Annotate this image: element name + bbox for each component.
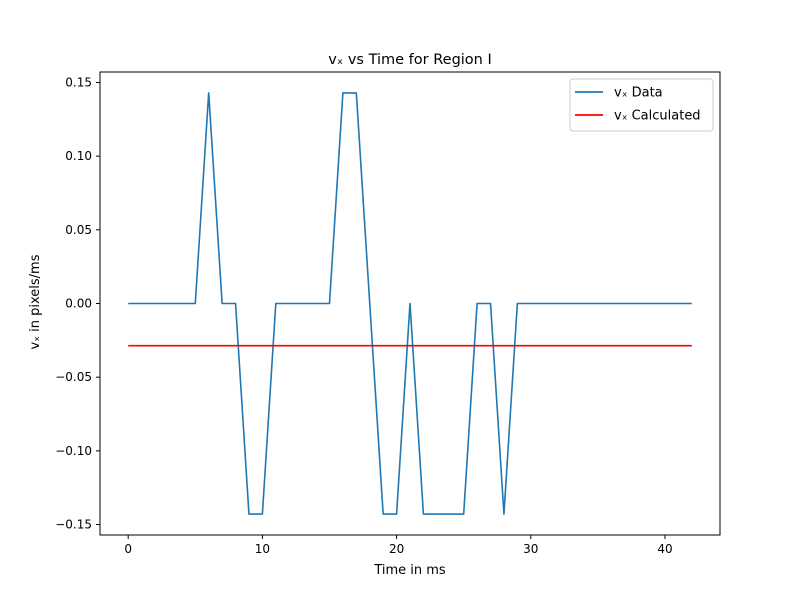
plot-area (128, 92, 692, 515)
legend-label: vₓ Calculated (614, 109, 701, 124)
y-tick-label: 0.05 (65, 223, 92, 237)
x-tick-label: 10 (255, 542, 270, 556)
x-tick-label: 0 (124, 542, 132, 556)
series-line-vx-data (128, 92, 692, 515)
legend: vₓ Data vₓ Calculated (569, 78, 714, 132)
y-axis: 0.15 0.10 0.05 0.00 −0.05 −0.10 −0.15 (55, 75, 100, 532)
y-tick-label: −0.15 (55, 518, 92, 532)
y-tick-label: 0.10 (65, 149, 92, 163)
y-axis-label: vₓ in pixels/ms (28, 254, 43, 349)
chart-title: vₓ vs Time for Region I (328, 52, 492, 68)
x-axis: 0 10 20 30 40 (124, 535, 673, 556)
legend-box (569, 78, 714, 132)
x-tick-label: 20 (389, 542, 404, 556)
y-tick-label: −0.10 (55, 444, 92, 458)
x-tick-label: 30 (523, 542, 538, 556)
y-tick-label: 0.00 (65, 297, 92, 311)
y-tick-label: −0.05 (55, 370, 92, 384)
y-tick-label: 0.15 (65, 75, 92, 89)
legend-label: vₓ Data (614, 86, 663, 101)
x-tick-label: 40 (657, 542, 672, 556)
x-axis-label: Time in ms (373, 563, 446, 578)
